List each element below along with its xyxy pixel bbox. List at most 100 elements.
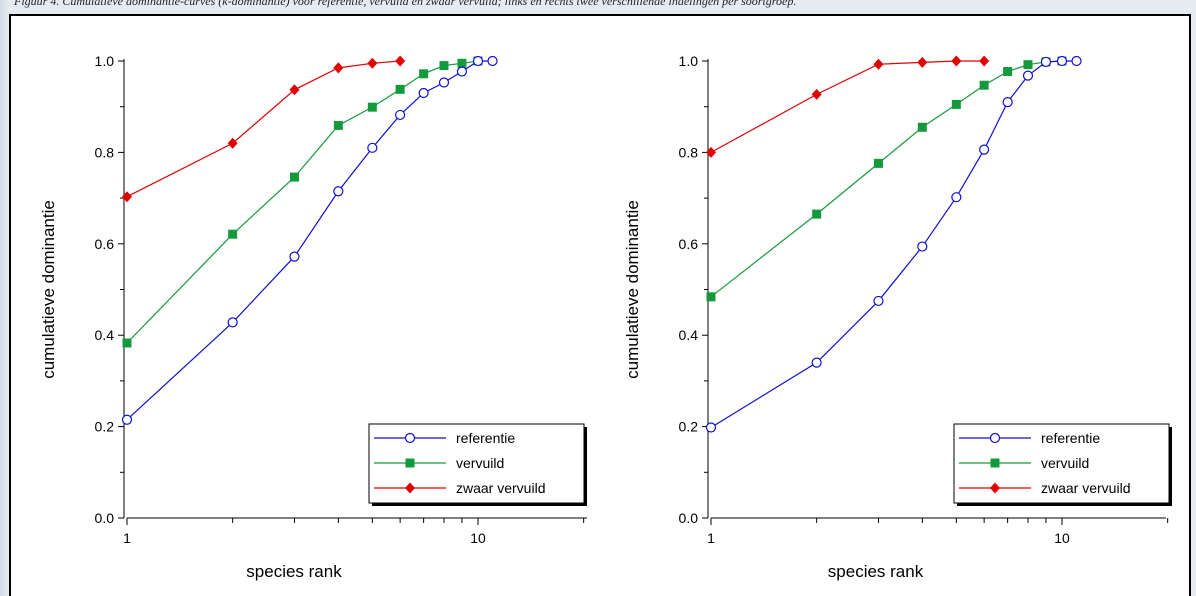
series-line-vervuild bbox=[126, 60, 479, 344]
data-point-vervuild bbox=[812, 209, 822, 219]
chart-panel-1: 0.0 0.2 0.4 0.6 0.8 1.0 1 10 species rank cumulat… bbox=[39, 53, 587, 581]
data-point-zwaar-vervuild bbox=[289, 84, 300, 96]
data-point-referentie bbox=[121, 414, 133, 425]
legend-box bbox=[368, 423, 585, 504]
data-point-zwaar-vervuild bbox=[951, 55, 962, 67]
legend-marker-referentie bbox=[404, 432, 416, 444]
series-zwaar-vervuild bbox=[122, 55, 406, 203]
legend-marker-vervuild bbox=[990, 458, 1000, 468]
x-tick-label: 10 bbox=[470, 530, 486, 546]
legend-label-referentie: referentie bbox=[1041, 430, 1100, 446]
data-point-vervuild bbox=[457, 58, 467, 68]
data-point-vervuild bbox=[419, 69, 429, 79]
legend-label-vervuild: vervuild bbox=[1041, 455, 1089, 471]
series-vervuild bbox=[706, 56, 1067, 302]
series-line-vervuild bbox=[710, 60, 1063, 298]
legend-label-zwaar-vervuild: zwaar vervuild bbox=[456, 480, 545, 496]
legend-label-zwaar-vervuild: zwaar vervuild bbox=[1041, 480, 1130, 496]
y-tick-label: 1.0 bbox=[95, 53, 115, 69]
series-line-referentie bbox=[710, 60, 1077, 429]
legend-label-vervuild: vervuild bbox=[456, 455, 504, 471]
data-point-referentie bbox=[456, 66, 468, 77]
legend-marker-zwaar-vervuild bbox=[990, 482, 1000, 494]
data-point-referentie bbox=[289, 251, 300, 262]
series-vervuild bbox=[122, 56, 483, 348]
data-point-vervuild bbox=[289, 172, 299, 182]
series-referentie bbox=[121, 55, 498, 425]
y-tick-label: 0.4 bbox=[679, 327, 699, 343]
series-zwaar-vervuild bbox=[706, 55, 990, 158]
data-point-referentie bbox=[438, 77, 450, 88]
data-point-referentie bbox=[227, 317, 238, 328]
data-point-referentie bbox=[487, 55, 498, 67]
data-point-referentie bbox=[395, 109, 406, 121]
data-point-vervuild bbox=[333, 120, 343, 130]
data-point-zwaar-vervuild bbox=[917, 56, 928, 68]
y-tick-label: 0.2 bbox=[95, 419, 115, 435]
series-line-zwaar-vervuild bbox=[710, 60, 985, 153]
y-tick-label: 0.6 bbox=[679, 236, 699, 252]
data-point-vervuild bbox=[367, 102, 377, 112]
data-point-referentie bbox=[1002, 97, 1013, 108]
legend-label-referentie: referentie bbox=[456, 430, 515, 446]
data-point-vervuild bbox=[979, 80, 989, 90]
data-point-referentie bbox=[418, 87, 429, 99]
x-tick-label: 1 bbox=[707, 530, 715, 546]
data-point-zwaar-vervuild bbox=[227, 137, 238, 149]
data-point-vervuild bbox=[917, 122, 927, 132]
data-point-referentie bbox=[951, 192, 962, 203]
data-point-vervuild bbox=[122, 338, 132, 348]
series-line-zwaar-vervuild bbox=[126, 60, 401, 198]
y-tick-label: 0.0 bbox=[95, 510, 115, 526]
data-point-zwaar-vervuild bbox=[979, 55, 990, 67]
chart-panel-2: 0.0 0.2 0.4 0.6 0.8 1.0 1 10 species rank cumulat… bbox=[623, 53, 1172, 581]
data-point-vervuild bbox=[951, 99, 961, 109]
series-line-referentie bbox=[126, 60, 493, 421]
x-axis-title: species rank bbox=[828, 562, 924, 581]
data-point-referentie bbox=[979, 144, 990, 155]
data-point-referentie bbox=[1056, 55, 1068, 67]
y-tick-label: 0.0 bbox=[679, 510, 699, 526]
legend: referentie vervuild zwaar vervuild bbox=[368, 423, 587, 506]
data-point-referentie bbox=[811, 357, 822, 368]
y-tick-label: 0.6 bbox=[95, 236, 115, 252]
data-point-vervuild bbox=[706, 292, 716, 302]
data-point-vervuild bbox=[1003, 67, 1013, 77]
data-point-referentie bbox=[705, 422, 717, 433]
y-axis-title: cumulatieve dominantie bbox=[39, 200, 58, 379]
data-point-zwaar-vervuild bbox=[122, 191, 132, 203]
data-point-zwaar-vervuild bbox=[706, 146, 716, 158]
data-point-zwaar-vervuild bbox=[333, 62, 344, 74]
y-axis-title: cumulatieve dominantie bbox=[623, 200, 642, 379]
x-tick-label: 1 bbox=[123, 530, 131, 546]
x-tick-label: 10 bbox=[1054, 530, 1070, 546]
legend-marker-referentie bbox=[989, 432, 1001, 444]
data-point-vervuild bbox=[439, 61, 449, 71]
data-point-referentie bbox=[472, 55, 484, 67]
data-point-vervuild bbox=[395, 84, 405, 94]
data-point-referentie bbox=[873, 295, 884, 307]
data-point-vervuild bbox=[228, 229, 238, 239]
data-point-zwaar-vervuild bbox=[873, 58, 884, 70]
data-point-referentie bbox=[1071, 55, 1082, 67]
data-point-referentie bbox=[1022, 70, 1034, 81]
data-point-referentie bbox=[917, 241, 928, 252]
data-point-referentie bbox=[333, 186, 344, 197]
y-tick-label: 0.4 bbox=[95, 327, 115, 343]
legend-marker-zwaar-vervuild bbox=[405, 482, 415, 494]
data-point-referentie bbox=[1040, 56, 1052, 68]
data-point-referentie bbox=[367, 142, 378, 153]
legend-marker-vervuild bbox=[405, 458, 415, 468]
y-tick-label: 0.8 bbox=[679, 144, 699, 160]
data-point-zwaar-vervuild bbox=[395, 55, 406, 67]
data-point-zwaar-vervuild bbox=[811, 88, 822, 100]
y-tick-label: 1.0 bbox=[679, 53, 699, 69]
series-referentie bbox=[705, 55, 1082, 433]
x-axis-title: species rank bbox=[246, 562, 342, 581]
figure-caption: Figuur 4. Cumulatieve dominantie-curves … bbox=[14, 0, 797, 8]
data-point-vervuild bbox=[873, 158, 883, 168]
legend: referentie vervuild zwaar vervuild bbox=[953, 423, 1172, 506]
data-point-vervuild bbox=[1023, 60, 1033, 70]
y-tick-label: 0.8 bbox=[95, 144, 115, 160]
